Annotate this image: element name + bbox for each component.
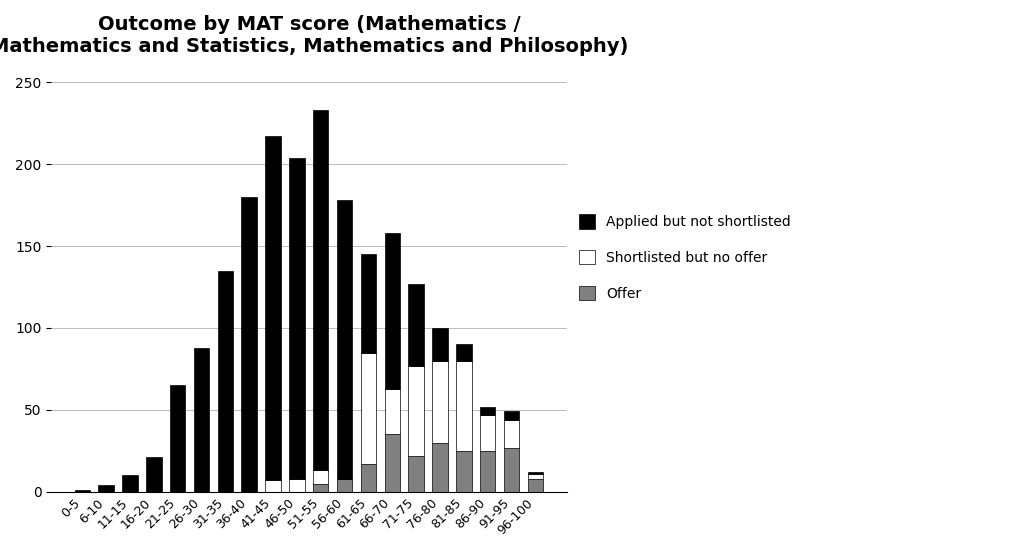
Title: Outcome by MAT score (Mathematics /
Mathematics and Statistics, Mathematics and : Outcome by MAT score (Mathematics / Math… [0,15,628,56]
Bar [527,472,543,474]
Bar [527,474,543,479]
Bar [432,328,447,360]
Bar [480,451,496,492]
Bar [289,479,305,492]
Bar [360,464,376,492]
Bar [360,353,376,464]
Legend: Applied but not shortlisted, Shortlisted but no offer, Offer: Applied but not shortlisted, Shortlisted… [579,215,792,301]
Bar [218,270,233,492]
Bar [98,485,114,492]
Bar [242,197,257,492]
Bar [409,456,424,492]
Bar [504,420,519,448]
Bar [480,415,496,451]
Bar [337,479,352,492]
Bar [504,448,519,492]
Bar [337,200,352,479]
Bar [504,411,519,420]
Bar [313,484,329,492]
Bar [409,284,424,365]
Bar [480,407,496,415]
Bar [122,475,137,492]
Bar [265,136,281,480]
Bar [432,360,447,443]
Bar [289,158,305,479]
Bar [456,451,472,492]
Bar [313,110,329,470]
Bar [385,233,400,389]
Bar [385,389,400,434]
Bar [432,443,447,492]
Bar [409,365,424,456]
Bar [385,434,400,492]
Bar [456,360,472,451]
Bar [194,348,209,492]
Bar [527,479,543,492]
Bar [75,490,90,492]
Bar [146,458,162,492]
Bar [170,385,185,492]
Bar [360,254,376,353]
Bar [265,480,281,492]
Bar [313,470,329,484]
Bar [456,344,472,360]
